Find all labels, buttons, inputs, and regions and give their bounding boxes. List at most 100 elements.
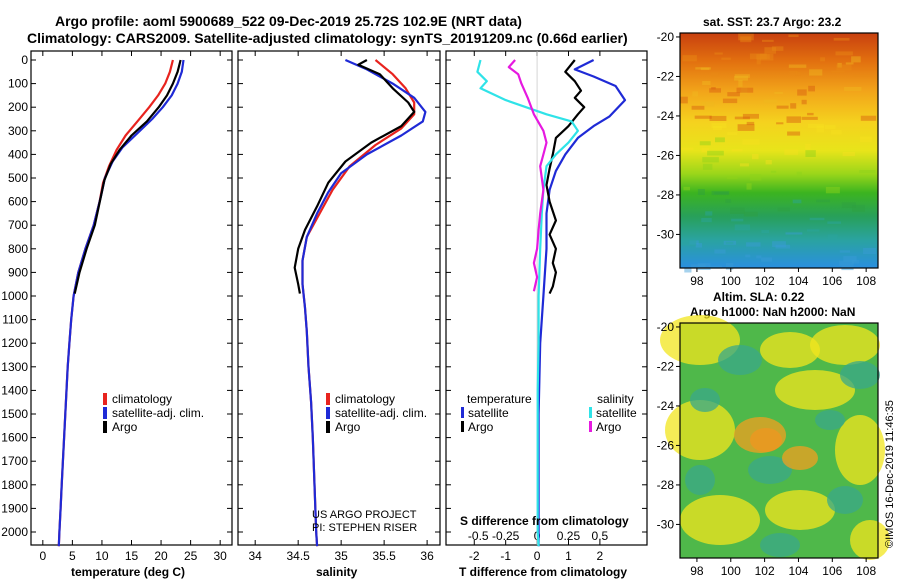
sst-texture-patch: [784, 149, 799, 155]
sst-texture-patch: [809, 217, 825, 221]
sst-texture-patch: [689, 240, 699, 245]
sst-texture-patch: [738, 80, 743, 87]
map-x-tick-label: 102: [755, 564, 775, 578]
temperature-xlabel: temperature (deg C): [71, 565, 185, 579]
legend-temperature-title: temperature: [467, 392, 532, 406]
legend-swatch-satellite: [103, 407, 107, 419]
map-y-tick-label: -20: [657, 30, 675, 44]
map-y-tick-label: -28: [657, 188, 675, 202]
sst-texture-patch: [770, 170, 777, 173]
sst-texture-patch: [764, 47, 777, 54]
sst-texture-patch: [765, 160, 772, 165]
map-y-tick-label: -30: [657, 227, 675, 241]
sst-texture-patch: [738, 33, 754, 41]
map-y-tick-label: -26: [657, 438, 675, 452]
sst-texture-patch: [714, 52, 723, 55]
sst-map-frame: [679, 32, 879, 269]
sst-texture-patch: [797, 89, 807, 96]
sst-texture-patch: [839, 250, 850, 253]
x-tick-label: 30: [213, 549, 227, 563]
sst-texture-patch: [709, 88, 721, 93]
sla-map: [660, 315, 890, 560]
legend-salinity-title: salinity: [597, 392, 634, 406]
sla-blob: [760, 533, 800, 557]
sst-texture-patch: [725, 199, 732, 203]
sla-blob: [827, 486, 863, 514]
sst-texture-patch: [801, 116, 818, 120]
y-tick-label: 400: [8, 147, 28, 161]
salinity-legend: climatology satellite-adj. clim. Argo US…: [312, 392, 427, 534]
sst-texture-patch: [702, 80, 711, 86]
sst-texture-patch: [708, 265, 722, 269]
y-tick-label: 1500: [1, 407, 28, 421]
series-line-t-argo: [545, 59, 586, 295]
legend-swatch-s-argo: [589, 421, 592, 432]
legend-swatch-satellite: [326, 407, 330, 419]
difference-xlabel: T difference from climatology: [459, 565, 627, 579]
sst-texture-patch: [680, 96, 688, 104]
sst-texture-patch: [695, 67, 711, 70]
sst-texture-patch: [789, 70, 798, 76]
sst-texture-patch: [736, 87, 754, 93]
sst-texture-patch: [825, 186, 840, 194]
title-line-2: Climatology: CARS2009. Satellite-adjuste…: [27, 30, 628, 46]
sst-texture-patch: [727, 132, 738, 136]
sst-texture-patch: [807, 112, 814, 116]
sst-texture-patch: [807, 123, 824, 128]
map-x-tick-label: 104: [788, 564, 808, 578]
legend-satellite: satellite-adj. clim.: [112, 406, 204, 420]
legend-swatch-climatology: [103, 393, 107, 405]
s-tick-label: 0.5: [592, 529, 609, 543]
sst-texture-patch: [824, 125, 836, 130]
sst-texture-patch: [776, 122, 784, 125]
map-x-tick-label: 108: [856, 274, 876, 288]
sst-texture-patch: [756, 58, 761, 65]
series-line-climatology: [301, 59, 416, 547]
sst-texture-patch: [684, 267, 692, 273]
y-tick-label: 0: [21, 53, 28, 67]
x-tick-label: 36: [420, 549, 434, 563]
sst-texture-patch: [831, 129, 842, 135]
sst-texture-patch: [705, 211, 713, 216]
sst-texture-patch: [715, 137, 725, 143]
sst-texture-patch: [711, 190, 730, 196]
map-y-tick-label: -28: [657, 478, 675, 492]
sst-texture-patch: [701, 101, 709, 106]
sst-texture-patch: [805, 150, 816, 157]
map-y-tick-label: -24: [657, 109, 675, 123]
sst-texture-patch: [697, 189, 705, 195]
sst-texture-patch: [833, 37, 850, 41]
sst-texture-patch: [808, 85, 815, 92]
s-tick-label: 0.25: [557, 529, 581, 543]
legend-climatology: climatology: [112, 392, 172, 406]
sst-texture-patch: [690, 264, 706, 268]
sla-blob: [840, 361, 880, 389]
sla-map-subtitle: Argo h1000: NaN h2000: NaN: [690, 305, 855, 319]
sst-texture-patch: [761, 257, 772, 262]
x-tick-label: 0: [534, 549, 541, 563]
sst-texture-patch: [820, 57, 825, 62]
sla-blob: [718, 345, 762, 375]
series-line-satellite-adj-clim-: [57, 59, 185, 547]
map-x-tick-label: 100: [721, 564, 741, 578]
x-tick-label: 34: [249, 549, 263, 563]
legend-swatch-argo: [103, 421, 107, 433]
sst-texture-patch: [734, 224, 750, 231]
y-tick-label: 1200: [1, 336, 28, 350]
sst-texture-patch: [851, 56, 861, 63]
x-tick-label: 1: [565, 549, 572, 563]
map-y-tick-label: -30: [657, 517, 675, 531]
sst-texture-patch: [860, 136, 872, 142]
sst-texture-patch: [692, 91, 698, 97]
sst-texture-patch: [731, 218, 744, 222]
map-y-tick-label: -24: [657, 399, 675, 413]
y-tick-label: 500: [8, 171, 28, 185]
sst-texture-patch: [697, 263, 711, 270]
sst-texture-patch: [739, 163, 749, 167]
x-tick-label: 20: [154, 549, 168, 563]
x-tick-label: 25: [184, 549, 198, 563]
sla-blob: [690, 388, 720, 412]
sst-texture-patch: [714, 249, 726, 254]
sst-texture-patch: [837, 62, 842, 68]
map-x-tick-label: 104: [788, 274, 808, 288]
